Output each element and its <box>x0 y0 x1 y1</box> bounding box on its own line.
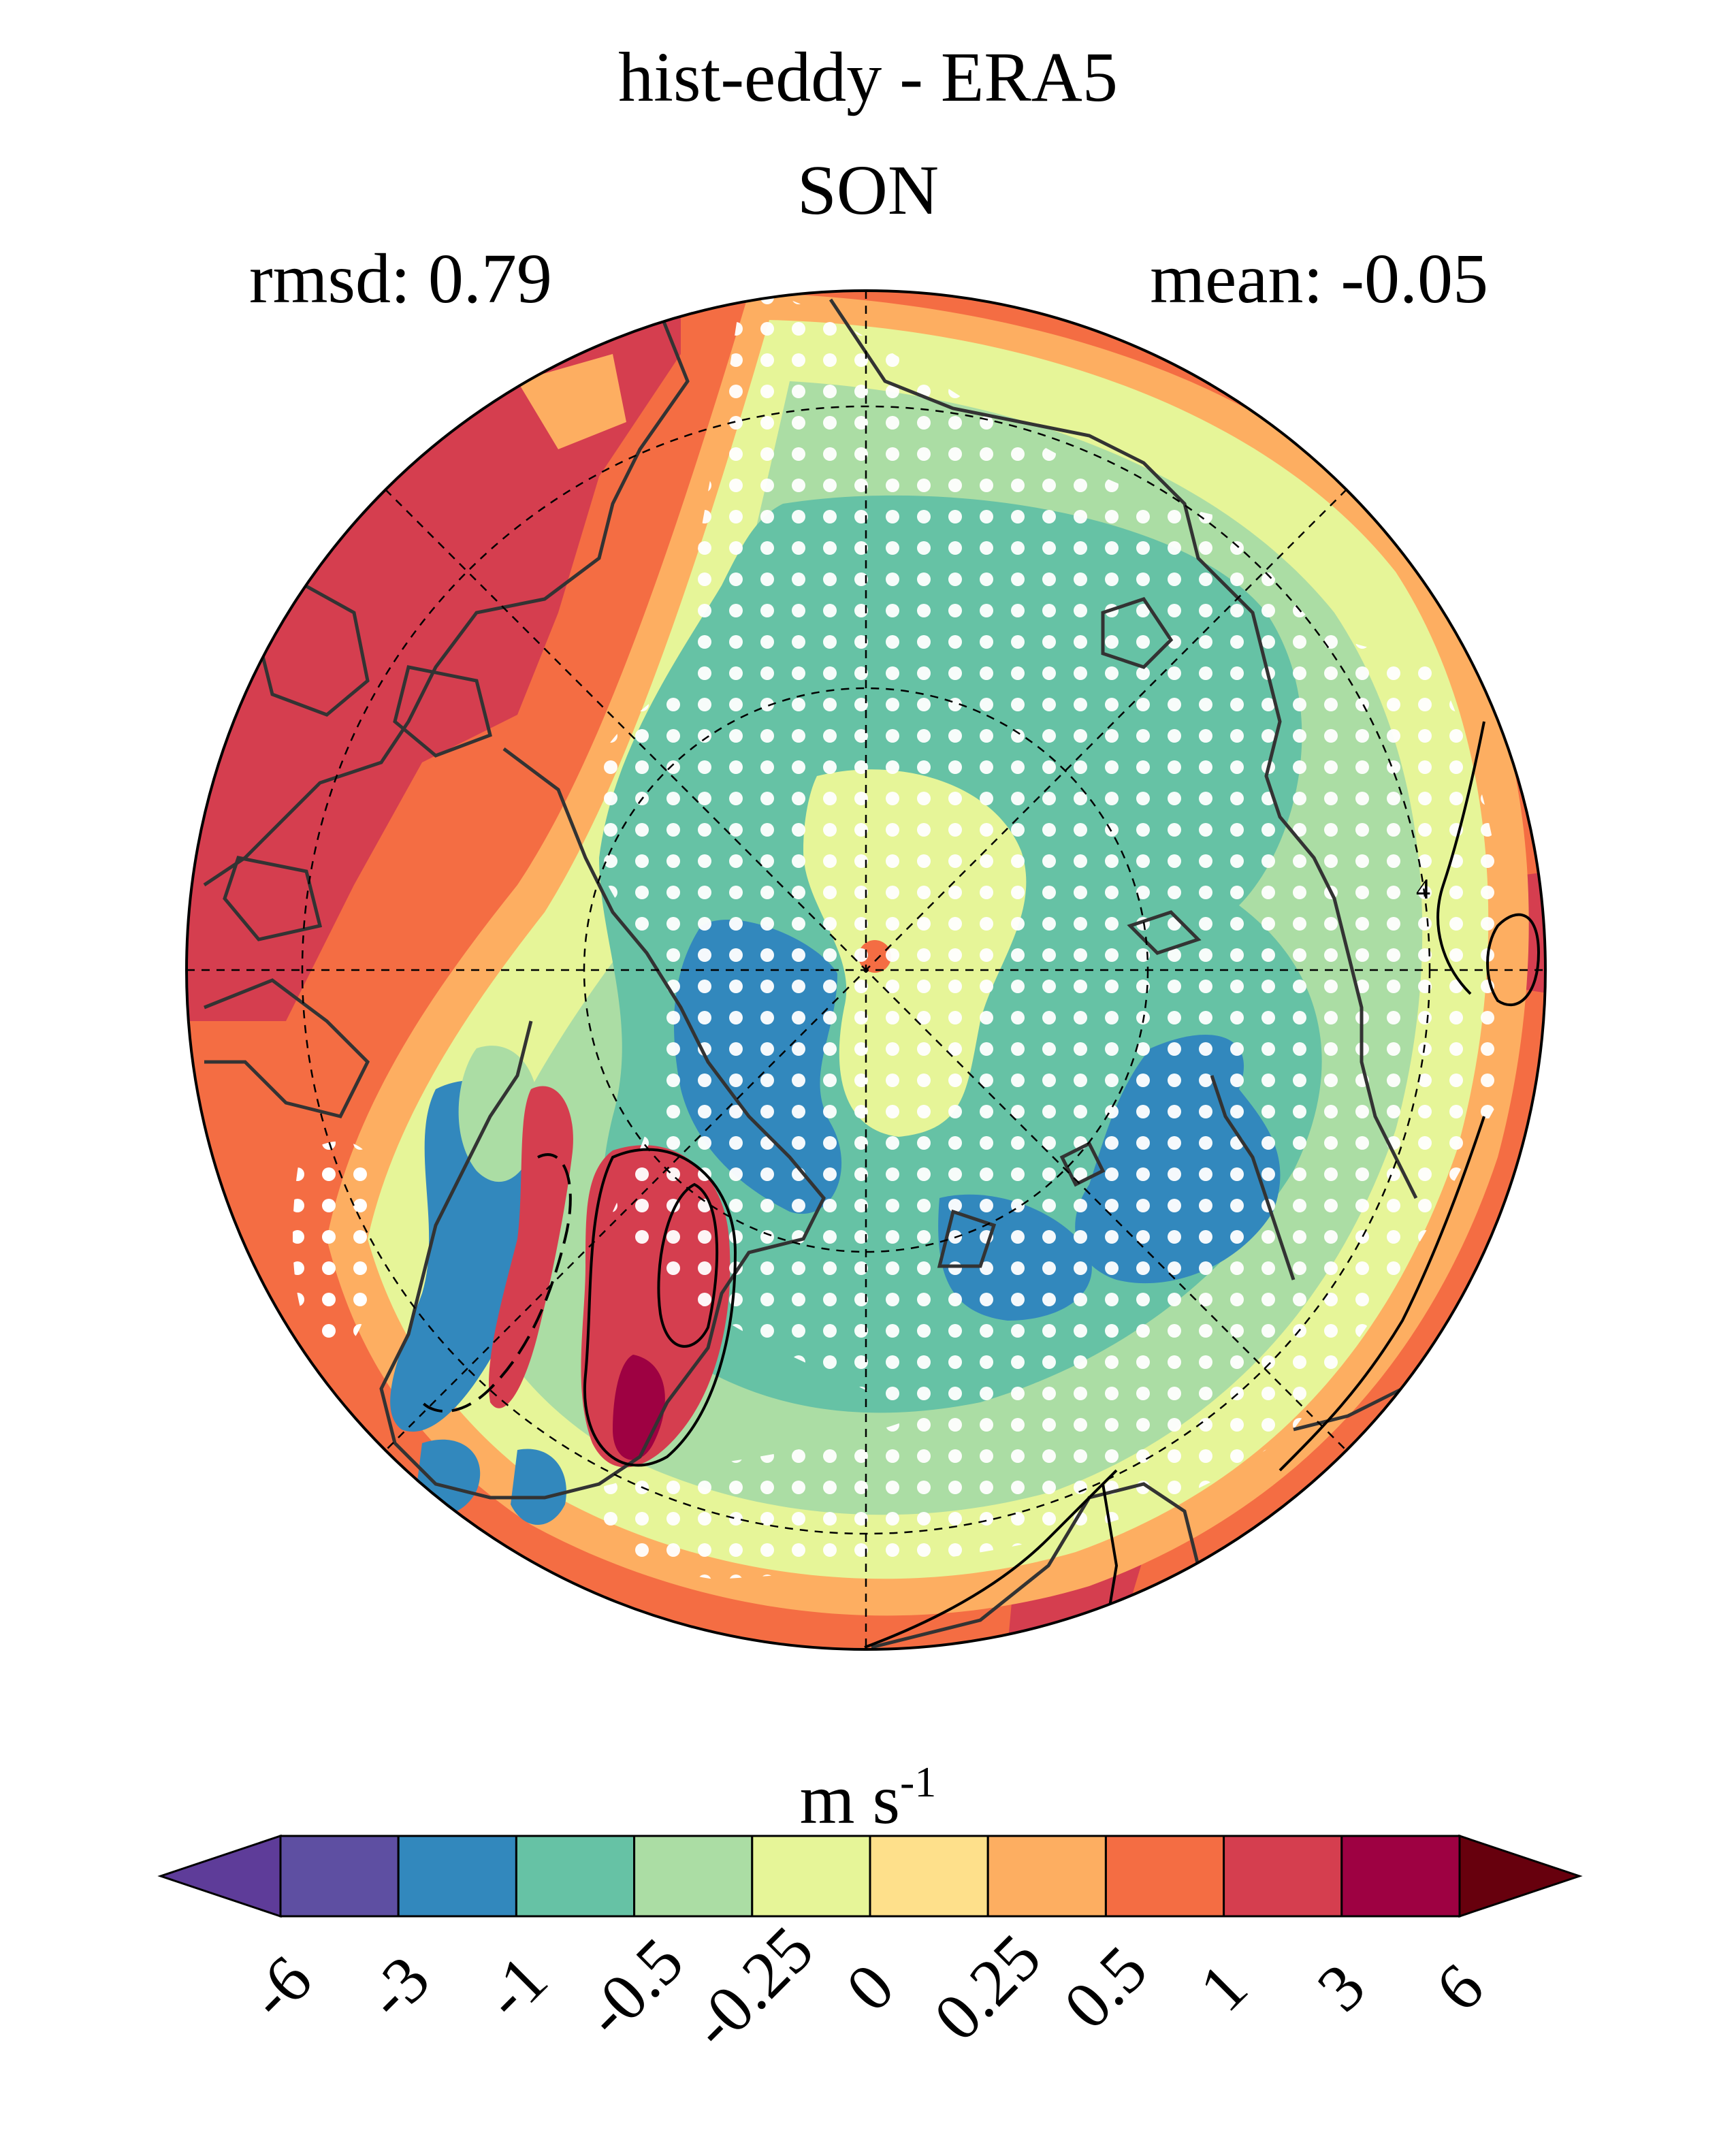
colorbar-box <box>633 1835 754 1918</box>
stipple-main <box>585 291 1509 1579</box>
coast-hudson <box>204 978 370 1118</box>
field-greenland-green <box>458 1046 539 1182</box>
colorbar-box <box>279 1835 400 1918</box>
colorbar-box <box>1104 1835 1225 1918</box>
season-label: SON <box>797 151 939 229</box>
plot-title: hist-eddy - ERA5 <box>618 38 1118 116</box>
contour-russia <box>1279 1116 1485 1472</box>
colorbar-extend-high <box>1458 1834 1583 1918</box>
field-spot-orange <box>517 354 626 449</box>
coast-island-3 <box>223 856 323 941</box>
stipple-west <box>293 1141 384 1351</box>
colorbar-box <box>751 1835 871 1918</box>
mean-stat: mean: -0.05 <box>1150 240 1488 318</box>
coast-island-2 <box>393 665 492 758</box>
colorbar-unit: m s-1 <box>799 1758 937 1839</box>
coast-severnaya-zemlya <box>1127 910 1202 955</box>
coast-greenland <box>379 747 826 1500</box>
colorbar-extend-low <box>157 1834 282 1918</box>
coast-svalbard <box>937 1209 997 1268</box>
colorbar-box <box>1223 1835 1343 1918</box>
coast-north-america <box>203 312 690 887</box>
meridian-diag-2 <box>385 489 1347 1451</box>
coast-new-siberian-islands <box>1101 597 1174 669</box>
contour-europe-inner <box>1486 913 1541 1006</box>
coast-franz-josef <box>1059 1141 1106 1187</box>
coast-eurasia <box>829 298 1418 1199</box>
field-greenland-red-2 <box>489 1086 573 1408</box>
coast-scandinavia <box>871 1482 1200 1649</box>
contour-europe-4 <box>1436 721 1485 995</box>
field-greenland-blue-3 <box>511 1449 566 1525</box>
coast-novaya-zemlya <box>1210 1075 1296 1280</box>
colorbar-box <box>869 1835 989 1918</box>
contour-greenland-outer <box>583 1148 737 1467</box>
colorbar-box <box>986 1835 1107 1918</box>
colorbar-box <box>397 1835 517 1918</box>
colorbar <box>157 1834 1583 1918</box>
contour-greenland-inner <box>657 1182 719 1348</box>
graticule <box>187 291 1545 1649</box>
colorbar-box <box>1340 1835 1461 1918</box>
colorbar-box <box>515 1835 636 1918</box>
map-boundary <box>185 289 1547 1651</box>
contour-greenland-negative <box>421 1153 572 1413</box>
rmsd-stat: rmsd: 0.79 <box>249 240 552 318</box>
